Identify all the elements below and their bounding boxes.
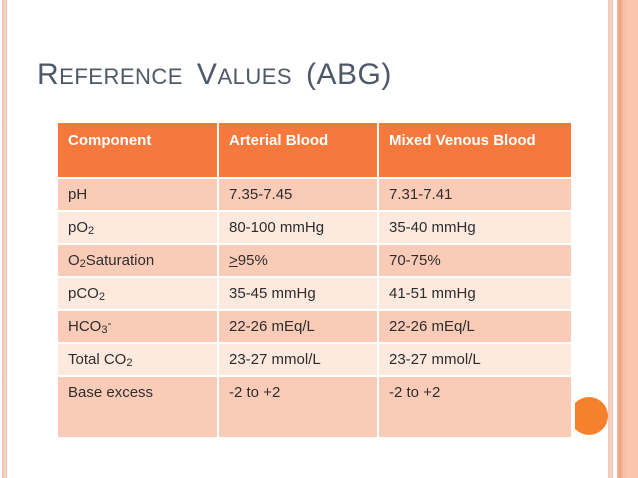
cell-text: 35-45 mmHg	[229, 285, 316, 302]
right-border-stripe-band	[617, 0, 638, 478]
cell-arterial: > 95%	[219, 245, 377, 276]
cell-text: Total CO	[68, 351, 127, 368]
right-border-stripe-thin	[608, 0, 613, 478]
cell-text: -2 to +2	[389, 384, 441, 401]
cell-venous: 70-75%	[379, 245, 571, 276]
cell-venous: 35-40 mmHg	[379, 212, 571, 243]
title-text: ALUES	[217, 64, 293, 89]
cell-text: 22-26 mEq/L	[389, 318, 475, 335]
title-text: V	[196, 58, 218, 91]
cell-text: Base excess	[68, 384, 154, 401]
cell-component: HCO 3-	[58, 311, 217, 342]
cell-text: pO	[68, 219, 89, 236]
cell-component: pCO 2	[58, 278, 217, 309]
header-component: Component	[58, 123, 217, 177]
cell-text: 7.31-7.41	[389, 186, 453, 203]
cell-text: 23-27 mmol/L	[389, 351, 481, 368]
cell-text: 35-40 mmHg	[389, 219, 476, 236]
cell-text: HCO	[68, 318, 102, 335]
cell-text: O	[68, 252, 80, 269]
accent-circle	[575, 397, 608, 435]
header-arterial-blood: Arterial Blood	[219, 123, 377, 177]
cell-arterial: 80-100 mmHg	[219, 212, 377, 243]
cell-arterial: 23-27 mmol/L	[219, 344, 377, 375]
cell-venous: 7.31-7.41	[379, 179, 571, 210]
title-text: R	[37, 58, 60, 91]
cell-text: 41-51 mmHg	[389, 285, 476, 302]
cell-text: -2 to +2	[229, 384, 281, 401]
title-text: EFERENCE	[59, 64, 183, 89]
cell-text: pH	[68, 186, 88, 203]
cell-text: 22-26 mEq/L	[229, 318, 315, 335]
page-title: REFERENCE VALUES (ABG)	[37, 58, 401, 92]
cell-component: Total CO 2	[58, 344, 217, 375]
cell-venous: 22-26 mEq/L	[379, 311, 571, 342]
cell-component: pO 2	[58, 212, 217, 243]
cell-underlined-text: >	[229, 252, 238, 269]
cell-text: 80-100 mmHg	[229, 219, 325, 236]
cell-component: Base excess	[58, 377, 217, 437]
cell-text: pCO	[68, 285, 99, 302]
title-word: REFERENCE	[37, 58, 183, 91]
cell-text: 7.35-7.45	[229, 186, 293, 203]
title-text: (ABG)	[306, 58, 392, 91]
cell-venous: -2 to +2	[379, 377, 571, 437]
cell-text: 95%	[237, 252, 268, 269]
cell-arterial: 35-45 mmHg	[219, 278, 377, 309]
title-word: VALUES	[197, 58, 292, 91]
header-mixed-venous-blood: Mixed Venous Blood	[379, 123, 571, 177]
cell-component: pH	[58, 179, 217, 210]
cell-venous: 41-51 mmHg	[379, 278, 571, 309]
cell-arterial: 22-26 mEq/L	[219, 311, 377, 342]
cell-arterial: 7.35-7.45	[219, 179, 377, 210]
cell-arterial: -2 to +2	[219, 377, 377, 437]
left-border-stripe	[2, 0, 7, 478]
abg-reference-table: Component Arterial Blood Mixed Venous Bl…	[58, 123, 571, 437]
cell-text: 23-27 mmol/L	[229, 351, 321, 368]
cell-venous: 23-27 mmol/L	[379, 344, 571, 375]
cell-text: 70-75%	[389, 252, 441, 269]
cell-text: Saturation	[85, 252, 155, 269]
